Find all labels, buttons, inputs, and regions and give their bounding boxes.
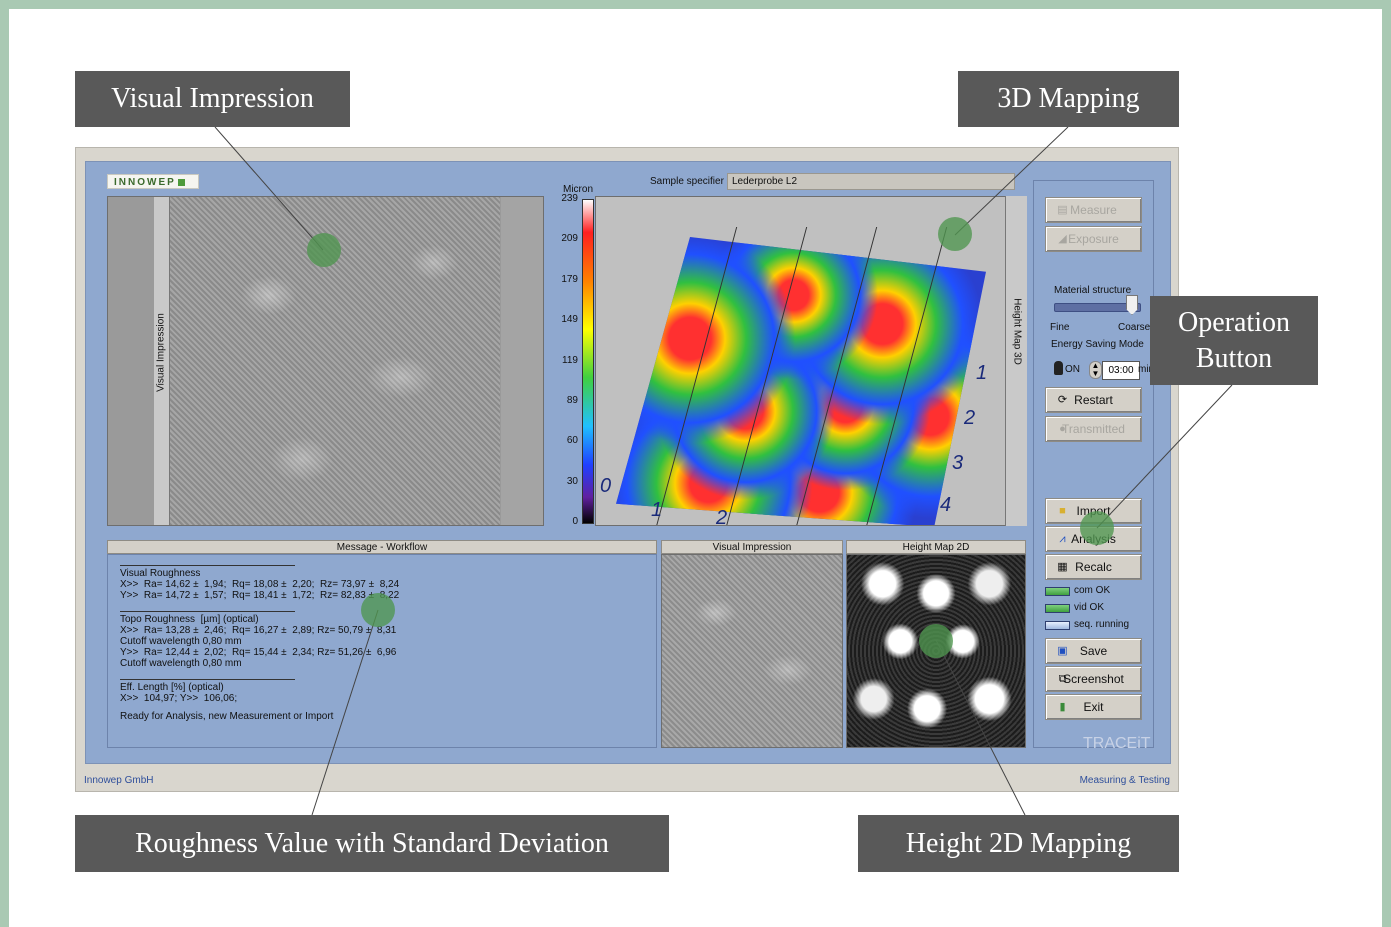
colorbar-tick-label: 209: [561, 233, 578, 245]
axis-number: 0: [600, 475, 612, 497]
footer-tagline: Measuring & Testing: [1079, 775, 1170, 786]
colorbar-tick-label: 179: [561, 273, 578, 285]
callout-operation-button: Operation Button: [1150, 296, 1318, 385]
sample-specifier-field[interactable]: [727, 173, 1015, 190]
cutoff-wavelength: Cutoff wavelength 0,80 mm: [120, 636, 242, 647]
visual-roughness-x: X>> Ra= 14,62 ± 1,94; Rq= 18,08 ± 2,20; …: [120, 579, 400, 590]
com-status-label: com OK: [1074, 585, 1111, 596]
floppy-disk-icon: ▣: [1057, 645, 1068, 657]
seq-status-led: [1045, 621, 1070, 630]
roughness-marker: [361, 593, 395, 627]
vid-status-label: vid OK: [1074, 602, 1105, 613]
colorbar-tick-label: 30: [566, 475, 578, 487]
toggle-on-label: ON: [1065, 364, 1080, 375]
screenshot-button[interactable]: ⧉ Screenshot: [1045, 666, 1142, 692]
axis-number: 1: [651, 499, 663, 521]
exposure-button[interactable]: ◢ Exposure: [1045, 226, 1142, 252]
height-2d-marker: [919, 624, 953, 658]
axis-number: 1: [976, 362, 988, 384]
colorbar-tick-label: 89: [566, 394, 578, 406]
mapping-3d-marker: [938, 217, 972, 251]
sample-specifier-label: Sample specifier :: [650, 176, 730, 187]
height-colorbar: [582, 199, 594, 524]
restart-button[interactable]: ⟳ Restart: [1045, 387, 1142, 413]
height-surface-3d: [616, 237, 986, 525]
save-button[interactable]: ▣ Save: [1045, 638, 1142, 664]
operation-button-marker: [1080, 511, 1114, 545]
visual-roughness-y: Y>> Ra= 14,72 ± 1,57; Rq= 18,41 ± 1,72; …: [120, 590, 400, 601]
com-status-led: [1045, 587, 1070, 596]
visual-roughness-title: Visual Roughness: [120, 568, 201, 579]
traceit-brand: TRACEiT: [1083, 735, 1151, 752]
vid-status-led: [1045, 604, 1070, 613]
callout-height-2d-mapping: Height 2D Mapping: [858, 815, 1179, 872]
transmitted-button[interactable]: ● Transmitted: [1045, 416, 1142, 442]
slider-coarse-label: Coarse: [1118, 322, 1151, 333]
message-workflow-log: Visual Roughness X>> Ra= 14,62 ± 1,94; R…: [107, 554, 657, 748]
operation-panel: ▤ Measure ◢ Exposure Material structure Fi…: [1033, 180, 1154, 748]
measure-button[interactable]: ▤ Measure: [1045, 197, 1142, 223]
material-structure-slider[interactable]: [1054, 303, 1141, 312]
calculator-icon: ▦: [1057, 561, 1068, 573]
colorbar-tick-label: 0: [572, 516, 578, 527]
footer-company: Innowep GmbH: [84, 775, 154, 786]
axis-number: 2: [964, 407, 976, 429]
colorbar-unit: Micron: [563, 184, 594, 195]
visual-impression-side-label: Visual Impression: [154, 197, 170, 525]
colorbar-tick-label: 239: [561, 193, 578, 204]
callout-3d-mapping: 3D Mapping: [958, 71, 1179, 127]
callout-roughness-value: Roughness Value with Standard Deviation: [75, 815, 669, 872]
axis-number: 2: [716, 507, 728, 526]
thumb-visual-header: Visual Impression: [661, 540, 843, 554]
time-spinner[interactable]: ▲ ▼: [1089, 361, 1102, 379]
exposure-icon: ◢: [1058, 233, 1067, 245]
seq-status-label: seq. running: [1074, 619, 1130, 630]
topo-roughness-title: Topo Roughness [µm] (optical): [120, 614, 259, 625]
topo-roughness-y: Y>> Ra= 12,44 ± 2,02; Rq= 15,44 ± 2,34; …: [120, 647, 397, 658]
application-window: INNOWEP Sample specifier : Visual Impres…: [75, 147, 1179, 792]
colorbar-tick-label: 119: [562, 354, 578, 366]
exit-door-icon: ▮: [1059, 701, 1066, 713]
folder-icon: ■: [1059, 505, 1066, 517]
visual-impression-marker: [307, 233, 341, 267]
slider-fine-label: Fine: [1050, 322, 1070, 333]
material-structure-label: Material structure: [1054, 285, 1132, 296]
topo-roughness-x: X>> Ra= 13,28 ± 2,46; Rq= 16,27 ± 2,89; …: [120, 625, 397, 636]
eff-length-title: Eff. Length [%] (optical): [120, 682, 224, 693]
measure-icon: ▤: [1057, 204, 1068, 216]
axis-number: 3: [952, 452, 964, 474]
height-map-3d: 1 2 3 4 0 1 2: [595, 196, 1027, 526]
height-map-3d-side-label: Height Map 3D: [1005, 196, 1027, 526]
eff-length-values: X>> 104,97; Y>> 106,06;: [120, 693, 238, 704]
message-workflow-header: Message - Workflow: [107, 540, 657, 554]
energy-saving-toggle[interactable]: [1054, 361, 1063, 375]
minutes-label: min: [1138, 364, 1155, 375]
axis-number: 4: [940, 494, 952, 516]
analysis-chart-icon: ⩘: [1059, 533, 1066, 545]
screenshot-icon: ⧉: [1058, 673, 1067, 685]
colorbar-tick-label: 149: [561, 314, 578, 326]
restart-icon: ⟳: [1057, 394, 1068, 406]
colorbar-tick-label: 60: [566, 435, 578, 447]
callout-visual-impression: Visual Impression: [75, 71, 350, 127]
visual-impression-thumbnail: [661, 554, 843, 748]
status-message: Ready for Analysis, new Measurement or I…: [120, 711, 334, 722]
main-panel: INNOWEP Sample specifier : Visual Impres…: [85, 161, 1171, 764]
cutoff-wavelength: Cutoff wavelength 0,80 mm: [120, 658, 242, 669]
slider-thumb[interactable]: [1126, 295, 1138, 315]
energy-saving-time-field[interactable]: [1102, 361, 1140, 380]
recalc-button[interactable]: ▦ Recalc: [1045, 554, 1142, 580]
exit-button[interactable]: ▮ Exit: [1045, 694, 1142, 720]
transmitted-icon: ●: [1059, 423, 1066, 435]
energy-saving-label: Energy Saving Mode: [1051, 339, 1144, 350]
thumb-height-header: Height Map 2D: [846, 540, 1026, 554]
innowep-logo: INNOWEP: [107, 174, 199, 189]
